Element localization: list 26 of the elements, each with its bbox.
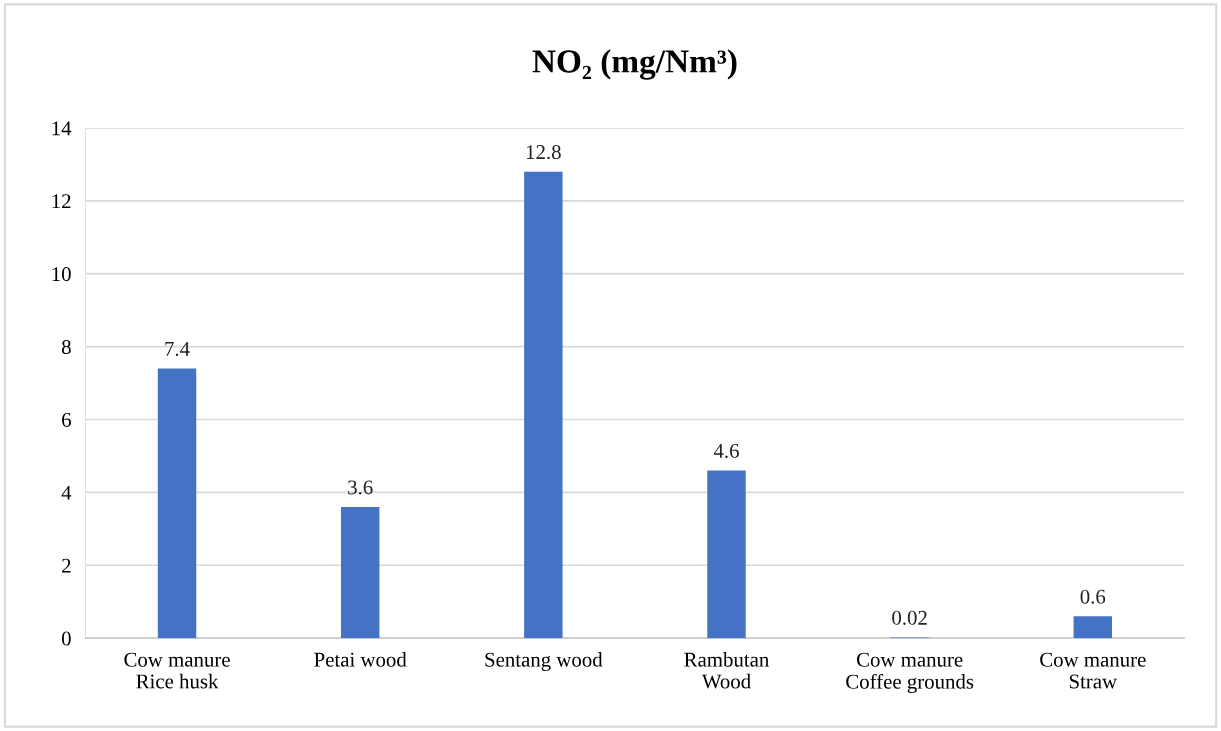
y-tick-label: 14	[52, 121, 72, 136]
bar	[157, 368, 197, 639]
x-tick-label: Cow manure Straw	[1040, 652, 1146, 689]
y-tick-label: 0	[61, 631, 71, 646]
x-tick-label: Cow manure Coffee grounds	[846, 652, 974, 694]
y-tick-label: 2	[62, 558, 71, 573]
chart-title: NO₂ (mg/Nm³)	[532, 49, 737, 80]
y-tick-label: 4	[61, 485, 72, 500]
x-tick-label: Petai wood	[314, 652, 407, 667]
x-tick-label: Rambutan Wood	[684, 652, 769, 689]
data-label: 7.4	[165, 341, 190, 356]
data-label: 3.6	[348, 480, 373, 495]
bar	[524, 171, 563, 639]
y-tick-label: 8	[61, 339, 71, 355]
bar	[1073, 616, 1113, 639]
data-label: 12.8	[526, 145, 561, 160]
x-tick-label: Sentang wood	[485, 652, 603, 671]
data-label: 0.6	[1080, 589, 1106, 604]
y-tick-label: 10	[52, 267, 71, 282]
bar	[340, 506, 380, 639]
y-tick-label: 12	[52, 194, 71, 209]
y-tick-label: 6	[62, 412, 71, 427]
data-label: 0.02	[892, 610, 927, 625]
data-label: 4.6	[713, 443, 739, 459]
bar	[707, 470, 746, 639]
x-tick-label: Cow manure Rice husk	[124, 652, 230, 689]
